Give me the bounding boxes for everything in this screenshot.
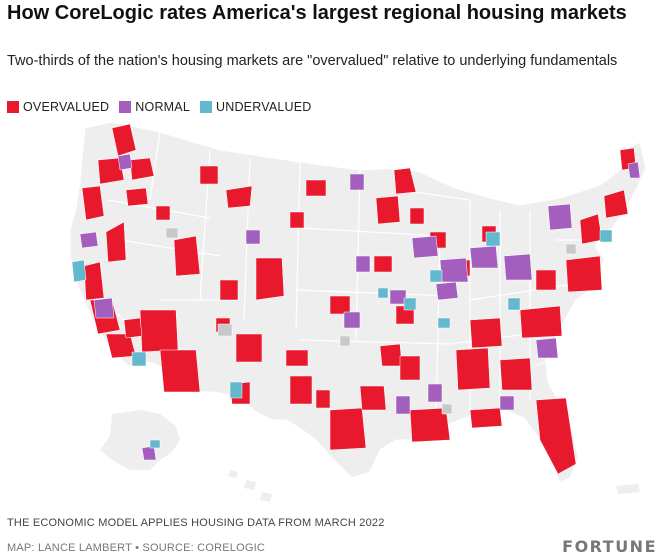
puerto-rico-land — [616, 484, 640, 494]
legend-item-overvalued: OVERVALUED — [7, 100, 109, 114]
hawaii-land — [228, 470, 272, 502]
footnote: THE ECONOMIC MODEL APPLIES HOUSING DATA … — [7, 517, 385, 529]
legend-label-overvalued: OVERVALUED — [23, 100, 110, 114]
us-land — [69, 121, 647, 483]
credit-line: MAP: LANCE LAMBERT • SOURCE: CORELOGIC — [7, 542, 265, 554]
us-map — [69, 121, 647, 502]
legend-item-normal: NORMAL — [119, 100, 190, 114]
chart-subtitle: Two-thirds of the nation's housing marke… — [7, 53, 618, 69]
legend-label-undervalued: UNDERVALUED — [215, 100, 312, 114]
legend-item-undervalued: UNDERVALUED — [199, 100, 312, 114]
legend-label-normal: NORMAL — [135, 100, 190, 114]
normal-markets — [79, 153, 641, 461]
legend-swatch-undervalued — [199, 101, 212, 113]
undervalued-markets — [71, 229, 613, 449]
legend: OVERVALUED NORMAL UNDERVALUED — [7, 100, 322, 114]
fortune-logo: FORTUNE — [562, 537, 657, 556]
legend-swatch-normal — [119, 101, 132, 113]
chart-title: How CoreLogic rates America's largest re… — [7, 2, 627, 24]
legend-swatch-overvalued — [7, 101, 19, 113]
unrated-markets — [165, 227, 577, 415]
alaska-land — [100, 410, 180, 470]
